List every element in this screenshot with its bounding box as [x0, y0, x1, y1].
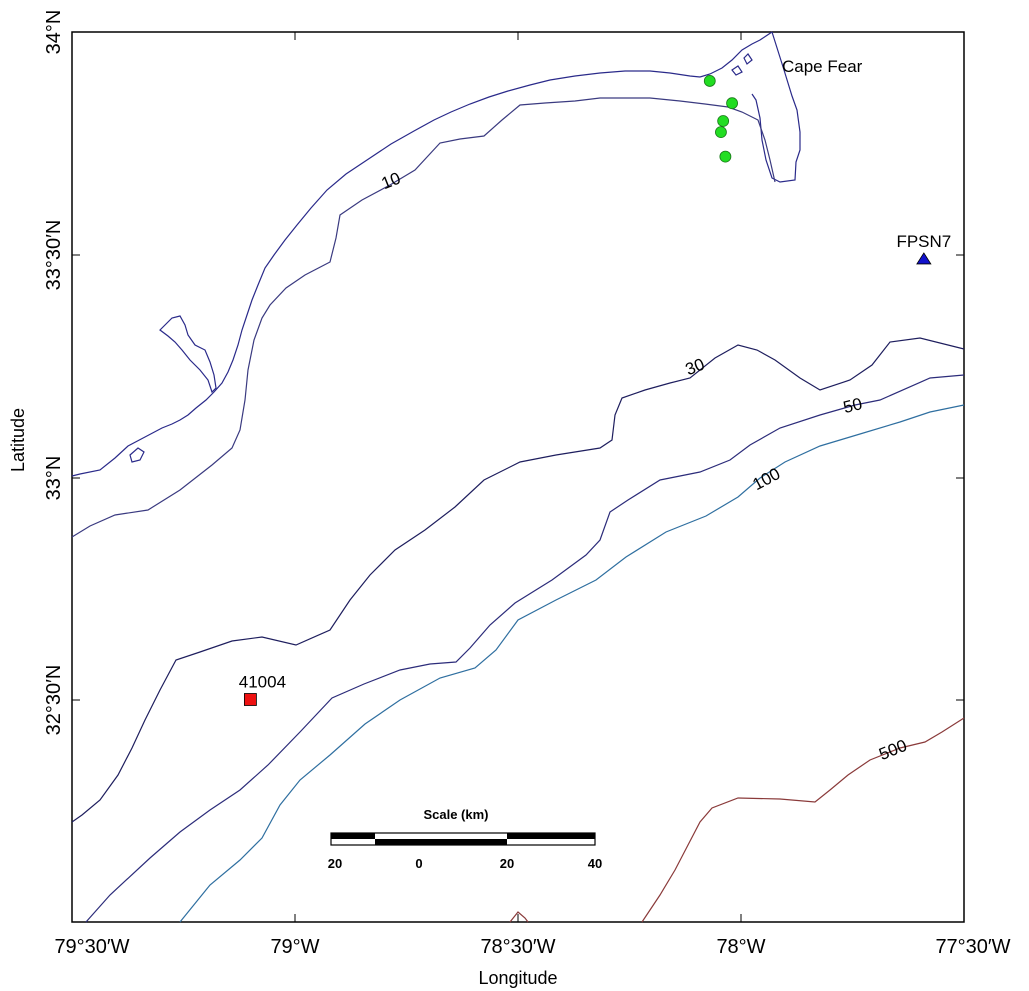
coastline-main [71, 70, 701, 477]
x-tick-label-4: 77°30′W [935, 936, 1010, 958]
scale-seg-4 [419, 839, 507, 845]
contour-30 [71, 337, 965, 823]
x-tick-label-0: 79°30′W [54, 936, 129, 958]
y-tick-label-3: 32°30′N [43, 665, 65, 736]
scale-seg-6 [507, 839, 595, 845]
plot-frame [71, 31, 965, 923]
scale-label-2: 20 [500, 856, 514, 871]
cape-fear-east [751, 31, 801, 183]
coastline [71, 31, 801, 477]
cape-island-2 [731, 65, 743, 76]
x-tick-label-3: 78°W [716, 936, 765, 958]
contour-100 [179, 404, 965, 923]
cape-island-1 [743, 53, 753, 65]
scale-bar-title: Scale (km) [423, 807, 488, 822]
y-tick-label-1: 33°30′N [43, 220, 65, 291]
contour-label-50: 50 [841, 394, 864, 417]
y-tick-labels: 34°N 33°30′N 33°N 32°30′N [43, 10, 65, 736]
contours [71, 97, 965, 923]
scale-seg-5 [507, 833, 595, 839]
observation-point-4 [719, 150, 732, 163]
scale-bar-outline [330, 832, 596, 846]
observation-point-3 [715, 126, 727, 139]
scale-seg-1 [331, 833, 375, 839]
scale-label-3: 40 [588, 856, 602, 871]
observation-points [703, 75, 738, 163]
scale-seg-3 [419, 833, 507, 839]
observation-point-1 [726, 97, 738, 110]
station-marker-41004 [243, 693, 257, 706]
station-marker-fpsn7 [916, 252, 932, 265]
contour-500 [641, 717, 965, 923]
y-axis-title: Latitude [8, 408, 28, 472]
inlet-shape [159, 315, 217, 394]
inlet-detail [129, 447, 145, 463]
stations: 41004 FPSN7 [239, 232, 951, 706]
y-tick-label-2: 33°N [43, 456, 65, 501]
x-axis-title: Longitude [478, 968, 557, 988]
station-label-fpsn7: FPSN7 [896, 232, 951, 251]
observation-point-2 [717, 115, 730, 127]
x-tick-label-2: 78°30′W [480, 936, 555, 958]
scale-bar: Scale (km) 20 0 20 40 [328, 807, 602, 871]
station-label-41004: 41004 [239, 673, 286, 692]
scale-seg-2 [375, 839, 419, 845]
place-label-cape-fear: Cape Fear [782, 57, 863, 76]
observation-point-0 [703, 75, 716, 87]
y-tick-label-0: 34°N [43, 10, 65, 55]
contour-10 [71, 97, 776, 538]
scale-label-0: 20 [328, 856, 342, 871]
contour-50 [85, 374, 965, 923]
axis-ticks [72, 32, 964, 922]
contour-500-fragment [509, 911, 529, 923]
x-tick-label-1: 79°W [270, 936, 319, 958]
x-tick-labels: 79°30′W 79°W 78°30′W 78°W 77°30′W [54, 936, 1010, 958]
cape-fear-shore [699, 31, 773, 78]
scale-label-1: 0 [415, 856, 422, 871]
